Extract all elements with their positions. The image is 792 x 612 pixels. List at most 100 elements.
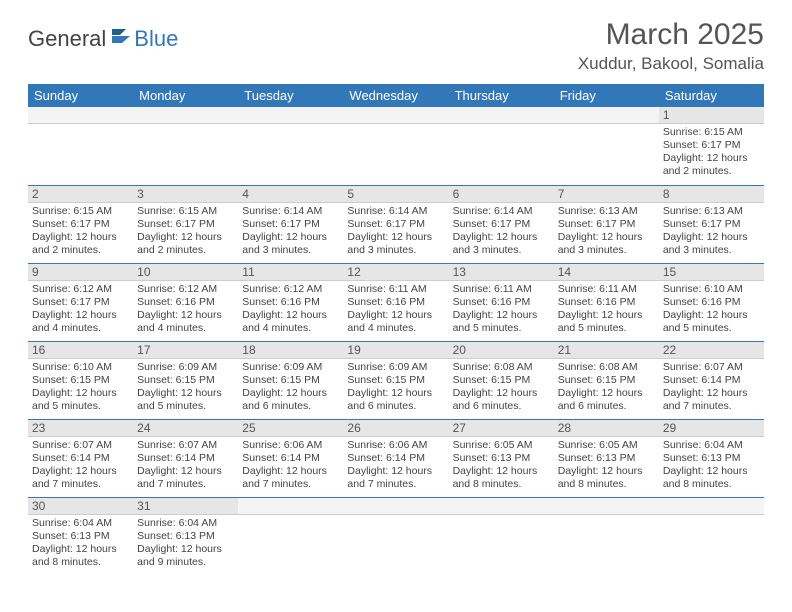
weekday-header: Friday: [554, 84, 659, 107]
empty-day: [554, 498, 659, 515]
day-details: Sunrise: 6:14 AMSunset: 6:17 PMDaylight:…: [238, 203, 343, 260]
day-details: Sunrise: 6:12 AMSunset: 6:16 PMDaylight:…: [238, 281, 343, 338]
day-detail-line: Sunset: 6:15 PM: [453, 374, 550, 387]
day-number: 20: [449, 342, 554, 359]
day-detail-line: Daylight: 12 hours and 2 minutes.: [663, 152, 760, 178]
day-detail-line: Sunrise: 6:04 AM: [663, 439, 760, 452]
day-detail-line: Sunrise: 6:09 AM: [242, 361, 339, 374]
calendar-cell: 13 Sunrise: 6:11 AMSunset: 6:16 PMDayligh…: [449, 263, 554, 341]
day-detail-line: Daylight: 12 hours and 2 minutes.: [137, 231, 234, 257]
calendar-cell: 22Sunrise: 6:07 AMSunset: 6:14 PMDayligh…: [659, 341, 764, 419]
day-detail-line: Daylight: 12 hours and 8 minutes.: [558, 465, 655, 491]
day-detail-line: Daylight: 12 hours and 9 minutes.: [137, 543, 234, 569]
calendar-cell: [449, 497, 554, 575]
day-number: 13: [449, 264, 554, 281]
day-details: Sunrise: 6:09 AMSunset: 6:15 PMDaylight:…: [343, 359, 448, 416]
calendar-cell: 2Sunrise: 6:15 AMSunset: 6:17 PMDaylight…: [28, 185, 133, 263]
day-detail-line: Daylight: 12 hours and 7 minutes.: [663, 387, 760, 413]
empty-day: [343, 498, 448, 515]
calendar-week-row: 9Sunrise: 6:12 AMSunset: 6:17 PMDaylight…: [28, 263, 764, 341]
day-detail-line: Daylight: 12 hours and 5 minutes.: [453, 309, 550, 335]
day-detail-line: Sunrise: 6:05 AM: [453, 439, 550, 452]
day-detail-line: Sunrise: 6:04 AM: [32, 517, 129, 530]
day-detail-line: Sunrise: 6:07 AM: [32, 439, 129, 452]
day-detail-line: Daylight: 12 hours and 5 minutes.: [558, 309, 655, 335]
day-detail-line: Sunrise: 6:07 AM: [663, 361, 760, 374]
day-detail-line: Daylight: 12 hours and 6 minutes.: [558, 387, 655, 413]
day-detail-line: Sunset: 6:17 PM: [32, 218, 129, 231]
day-detail-line: Sunrise: 6:09 AM: [137, 361, 234, 374]
calendar-cell: 9Sunrise: 6:12 AMSunset: 6:17 PMDaylight…: [28, 263, 133, 341]
day-number: 18: [238, 342, 343, 359]
day-detail-line: Sunset: 6:17 PM: [663, 218, 760, 231]
location: Xuddur, Bakool, Somalia: [578, 54, 764, 74]
calendar-cell: 17Sunrise: 6:09 AMSunset: 6:15 PMDayligh…: [133, 341, 238, 419]
day-detail-line: Sunrise: 6:15 AM: [32, 205, 129, 218]
day-detail-line: Sunset: 6:14 PM: [32, 452, 129, 465]
calendar-cell: 7Sunrise: 6:13 AMSunset: 6:17 PMDaylight…: [554, 185, 659, 263]
day-detail-line: Sunrise: 6:07 AM: [137, 439, 234, 452]
calendar-cell: 30Sunrise: 6:04 AMSunset: 6:13 PMDayligh…: [28, 497, 133, 575]
day-number: 7: [554, 186, 659, 203]
day-detail-line: Sunrise: 6:11 AM: [453, 283, 550, 296]
day-detail-line: Daylight: 12 hours and 5 minutes.: [32, 387, 129, 413]
day-number: 8: [659, 186, 764, 203]
calendar-cell: 15Sunrise: 6:10 AMSunset: 6:16 PMDayligh…: [659, 263, 764, 341]
calendar-cell: [343, 497, 448, 575]
day-detail-line: Sunset: 6:17 PM: [137, 218, 234, 231]
calendar-cell: 28Sunrise: 6:05 AMSunset: 6:13 PMDayligh…: [554, 419, 659, 497]
empty-day: [343, 107, 448, 124]
day-detail-line: Sunset: 6:16 PM: [558, 296, 655, 309]
day-number: 31: [133, 498, 238, 515]
day-detail-line: Daylight: 12 hours and 3 minutes.: [242, 231, 339, 257]
day-detail-line: Sunset: 6:17 PM: [347, 218, 444, 231]
calendar-cell: 20Sunrise: 6:08 AMSunset: 6:15 PMDayligh…: [449, 341, 554, 419]
day-number: 15: [659, 264, 764, 281]
flag-icon: [110, 27, 132, 52]
day-details: Sunrise: 6:11 AMSunset: 6:16 PMDaylight:…: [343, 281, 448, 338]
day-detail-line: Daylight: 12 hours and 5 minutes.: [137, 387, 234, 413]
day-detail-line: Sunset: 6:15 PM: [558, 374, 655, 387]
day-detail-line: Sunset: 6:16 PM: [137, 296, 234, 309]
empty-day: [238, 107, 343, 124]
day-detail-line: Daylight: 12 hours and 3 minutes.: [663, 231, 760, 257]
calendar-cell: 18Sunrise: 6:09 AMSunset: 6:15 PMDayligh…: [238, 341, 343, 419]
calendar-cell: 27Sunrise: 6:05 AMSunset: 6:13 PMDayligh…: [449, 419, 554, 497]
day-number: 29: [659, 420, 764, 437]
day-detail-line: Sunset: 6:17 PM: [242, 218, 339, 231]
day-number: 16: [28, 342, 133, 359]
calendar-week-row: 30Sunrise: 6:04 AMSunset: 6:13 PMDayligh…: [28, 497, 764, 575]
day-detail-line: Sunset: 6:17 PM: [32, 296, 129, 309]
day-number: 26: [343, 420, 448, 437]
calendar-cell: [28, 107, 133, 185]
day-number: 6: [449, 186, 554, 203]
day-number: 28: [554, 420, 659, 437]
day-detail-line: Sunset: 6:16 PM: [242, 296, 339, 309]
calendar-week-row: 16Sunrise: 6:10 AMSunset: 6:15 PMDayligh…: [28, 341, 764, 419]
day-detail-line: Daylight: 12 hours and 6 minutes.: [453, 387, 550, 413]
day-detail-line: Sunrise: 6:10 AM: [32, 361, 129, 374]
weekday-header: Thursday: [449, 84, 554, 107]
day-detail-line: Daylight: 12 hours and 4 minutes.: [242, 309, 339, 335]
day-detail-line: Daylight: 12 hours and 4 minutes.: [32, 309, 129, 335]
empty-day: [554, 107, 659, 124]
day-detail-line: Sunset: 6:15 PM: [347, 374, 444, 387]
day-details: Sunrise: 6:06 AMSunset: 6:14 PMDaylight:…: [238, 437, 343, 494]
weekday-header: Tuesday: [238, 84, 343, 107]
day-detail-line: Sunrise: 6:14 AM: [453, 205, 550, 218]
calendar-cell: 16Sunrise: 6:10 AMSunset: 6:15 PMDayligh…: [28, 341, 133, 419]
calendar-cell: 3Sunrise: 6:15 AMSunset: 6:17 PMDaylight…: [133, 185, 238, 263]
calendar-cell: 19Sunrise: 6:09 AMSunset: 6:15 PMDayligh…: [343, 341, 448, 419]
day-details: Sunrise: 6:09 AMSunset: 6:15 PMDaylight:…: [238, 359, 343, 416]
calendar-cell: 10Sunrise: 6:12 AMSunset: 6:16 PMDayligh…: [133, 263, 238, 341]
day-detail-line: Sunset: 6:16 PM: [453, 296, 550, 309]
empty-day: [238, 498, 343, 515]
day-detail-line: Daylight: 12 hours and 7 minutes.: [242, 465, 339, 491]
day-details: Sunrise: 6:14 AMSunset: 6:17 PMDaylight:…: [449, 203, 554, 260]
day-details: Sunrise: 6:06 AMSunset: 6:14 PMDaylight:…: [343, 437, 448, 494]
day-detail-line: Sunset: 6:16 PM: [663, 296, 760, 309]
calendar-cell: 14Sunrise: 6:11 AMSunset: 6:16 PMDayligh…: [554, 263, 659, 341]
day-details: Sunrise: 6:04 AMSunset: 6:13 PMDaylight:…: [659, 437, 764, 494]
day-detail-line: Sunrise: 6:12 AM: [32, 283, 129, 296]
day-detail-line: Sunrise: 6:10 AM: [663, 283, 760, 296]
